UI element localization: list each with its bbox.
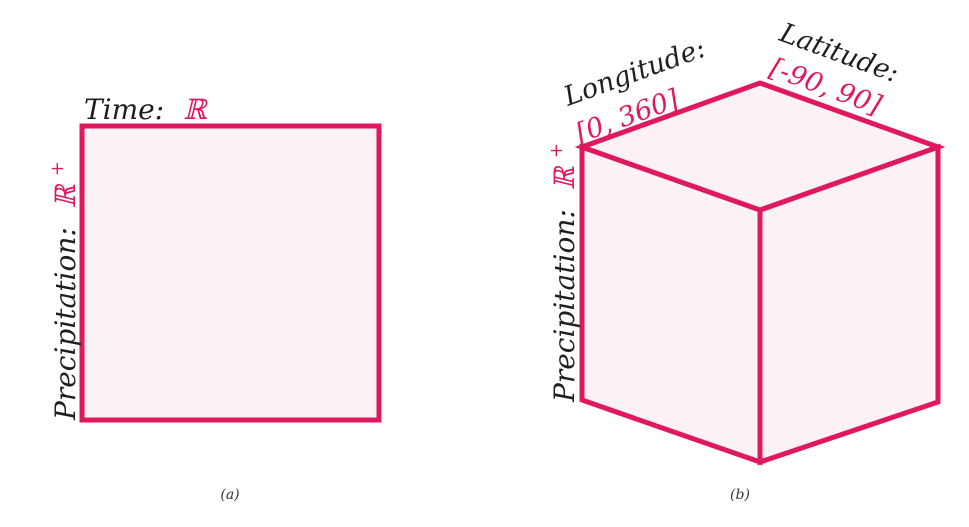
precipitation-label-text-b: Precipitation: (548, 209, 581, 403)
time-label-text: Time: (84, 93, 164, 126)
cube-top-face (574, 80, 946, 213)
precipitation-axis-label-a: Precipitation: ℝ + (47, 161, 82, 421)
precipitation-domain-sup-a: + (47, 161, 68, 176)
time-domain-reals: ℝ (183, 93, 208, 126)
panel-b: Longitude: [0, 360] Latitude: [-90, 90] … (546, 17, 946, 503)
time-precipitation-square (79, 123, 382, 423)
precipitation-label-text-a: Precipitation: (49, 227, 82, 421)
caption-b: (b) (730, 487, 750, 503)
precipitation-domain-b: ℝ (548, 165, 581, 190)
precipitation-axis-label-b: Precipitation: ℝ + (546, 143, 581, 403)
panel-a: Time: ℝ Precipitation: ℝ + (a) (47, 93, 382, 503)
time-axis-label: Time: ℝ (84, 93, 208, 126)
precipitation-domain-sup-b: + (546, 143, 567, 158)
precipitation-domain-a: ℝ (49, 183, 82, 208)
caption-a: (a) (220, 487, 239, 503)
